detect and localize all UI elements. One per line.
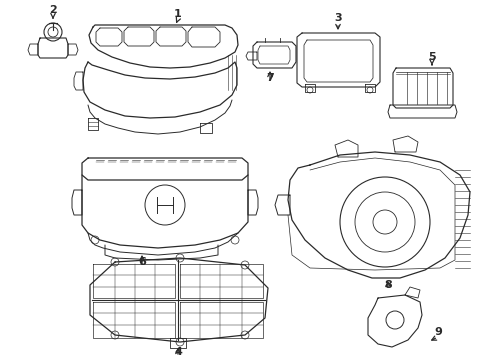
Text: 7: 7 bbox=[266, 73, 274, 83]
Text: 9: 9 bbox=[434, 327, 442, 337]
Text: 5: 5 bbox=[428, 52, 436, 62]
Text: 6: 6 bbox=[138, 257, 146, 267]
Text: 4: 4 bbox=[174, 347, 182, 357]
Text: 2: 2 bbox=[49, 5, 57, 15]
Text: 8: 8 bbox=[384, 280, 392, 290]
Text: 3: 3 bbox=[334, 13, 342, 23]
Text: 1: 1 bbox=[174, 9, 182, 19]
